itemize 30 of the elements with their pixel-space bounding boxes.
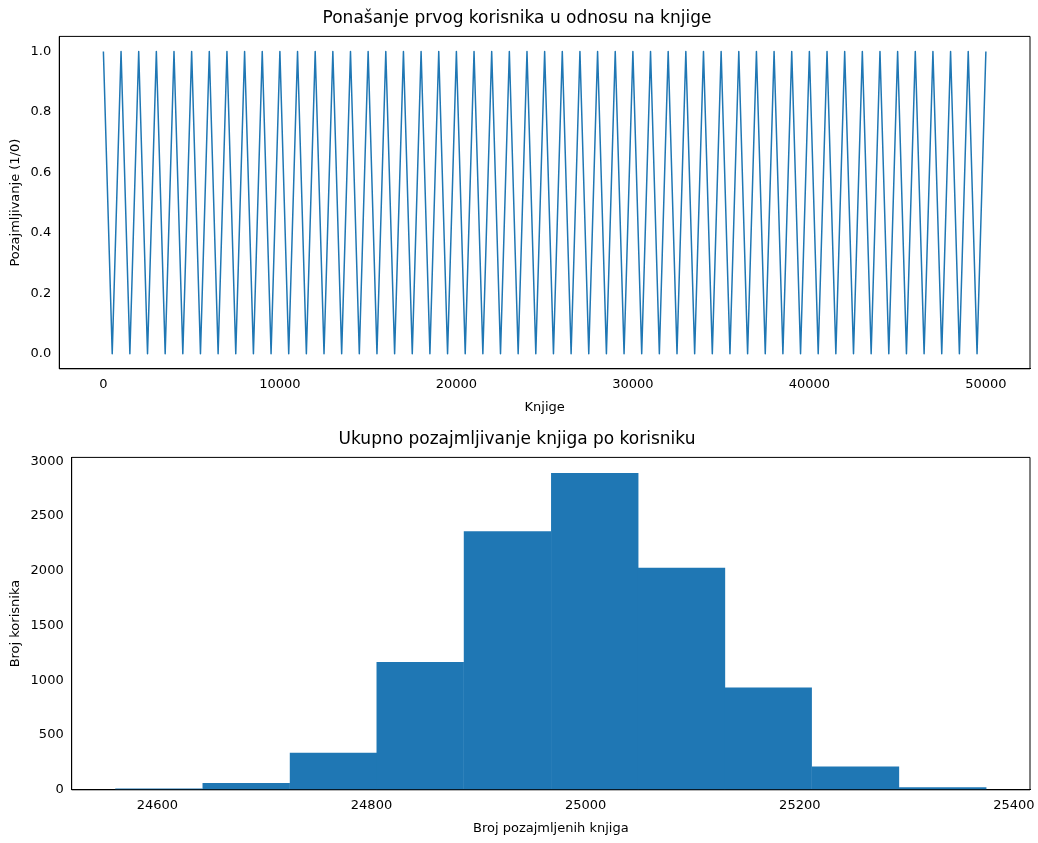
x-tick-label: 24600 <box>136 796 179 812</box>
x-tick-label: 30000 <box>612 375 654 391</box>
y-tick-label: 0.2 <box>30 284 52 300</box>
y-tick-label: 2000 <box>30 562 64 578</box>
y-tick-label: 500 <box>38 726 64 742</box>
y-axis-title: Broj korisnika <box>7 579 23 668</box>
x-tick-label: 40000 <box>788 375 831 391</box>
chart-title: Ukupno pozajmljivanje knjiga po korisniku <box>338 427 696 448</box>
chart-title: Ponašanje prvog korisnika u odnosu na knjige <box>322 6 712 27</box>
y-tick-label: 2500 <box>30 507 64 523</box>
x-tick-label: 24800 <box>350 796 393 812</box>
x-axis-title: Knjige <box>524 398 565 414</box>
x-tick-label: 50000 <box>965 375 1007 391</box>
y-tick-label: 0.8 <box>30 103 52 119</box>
y-tick-label: 1500 <box>30 616 64 632</box>
y-axis-title: Pozajmljivanje (1/0) <box>7 138 23 267</box>
x-tick-label: 25000 <box>564 796 607 812</box>
x-tick-label: 10000 <box>259 375 301 391</box>
x-axis-title: Broj pozajmljenih knjiga <box>473 819 629 835</box>
y-tick-label: 0.6 <box>30 163 52 179</box>
x-tick-label: 25400 <box>993 796 1035 812</box>
x-tick-label: 25200 <box>779 796 821 812</box>
y-tick-label: 0.0 <box>30 345 52 361</box>
y-tick-label: 0 <box>55 781 64 797</box>
x-tick-label: 0 <box>99 375 108 391</box>
y-tick-label: 1.0 <box>30 42 52 58</box>
y-tick-label: 0.4 <box>30 224 52 240</box>
y-tick-label: 1000 <box>30 671 64 687</box>
x-tick-label: 20000 <box>435 375 478 391</box>
y-tick-label: 3000 <box>30 452 64 468</box>
